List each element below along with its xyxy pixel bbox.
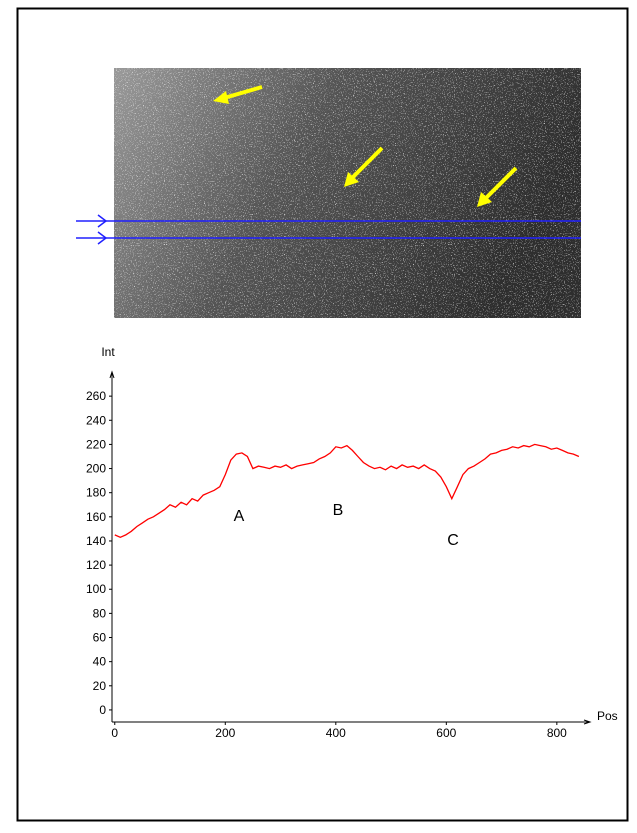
y-tick-label: 0 [99,703,106,717]
annotation: A [234,508,245,525]
y-tick-label: 40 [93,655,107,669]
y-tick-label: 160 [86,510,106,524]
annotation: B [333,502,344,519]
y-axis-arrow [109,370,115,379]
y-tick-label: 220 [86,437,106,451]
y-tick-label: 200 [86,462,106,476]
y-tick-label: 60 [93,631,107,645]
y-tick-label: 20 [93,679,107,693]
y-tick-label: 140 [86,534,106,548]
y-axis-label: Int [101,345,115,359]
y-tick-label: 80 [93,606,107,620]
y-tick-label: 260 [86,389,106,403]
x-tick-label: 0 [111,726,118,740]
y-tick-label: 180 [86,486,106,500]
y-tick-label: 100 [86,582,106,596]
micrograph [76,68,581,318]
annotation: C [447,532,459,549]
x-tick-label: 200 [215,726,235,740]
frame [16,7,629,822]
x-tick-label: 400 [326,726,346,740]
y-tick-label: 120 [86,558,106,572]
data-line [114,443,580,539]
chart: Int Pos 0 20 40 60 80 100 120 140 160 180 200 220 24… [86,345,618,740]
x-axis-arrow [583,719,592,725]
y-tick-label: 240 [86,413,106,427]
x-tick-label: 800 [547,726,567,740]
x-axis-label: Pos [597,709,618,723]
x-tick-label: 600 [436,726,456,740]
